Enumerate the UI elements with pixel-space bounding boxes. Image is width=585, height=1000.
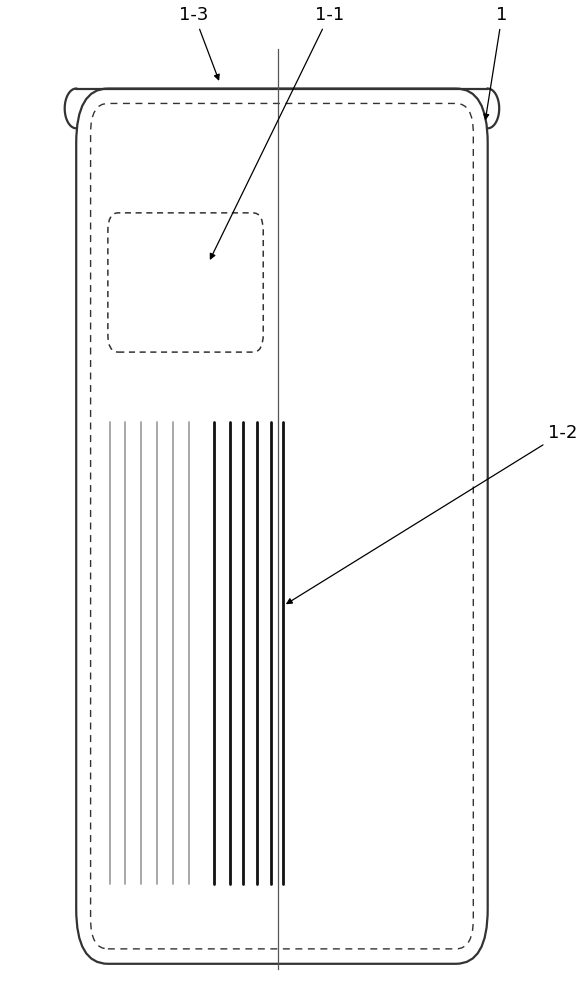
Text: 1-2: 1-2 xyxy=(287,424,577,604)
Text: 1-1: 1-1 xyxy=(211,6,344,259)
Text: 1: 1 xyxy=(484,6,508,119)
Text: 1-3: 1-3 xyxy=(180,6,219,80)
